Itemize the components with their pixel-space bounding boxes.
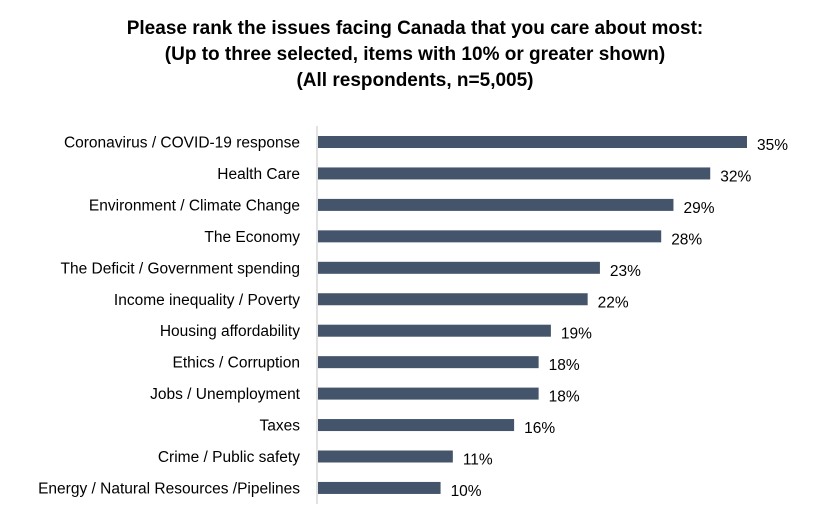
value-label-10: 11%	[463, 452, 493, 469]
category-label-5: Income inequality / Poverty	[114, 292, 300, 309]
value-label-9: 16%	[524, 420, 555, 437]
value-label-5: 22%	[598, 294, 629, 311]
category-labels-group: Coronavirus / COVID-19 response Health Ca…	[38, 135, 301, 498]
value-labels-group: 35% 32% 29% 28% 23% 22% 19% 18% 18% 16% 11% 10%	[451, 137, 789, 500]
value-label-8: 18%	[549, 389, 580, 406]
value-label-4: 23%	[610, 263, 641, 280]
category-label-6: Housing affordability	[160, 323, 300, 340]
chart-title: Please rank the issues facing Canada tha…	[0, 16, 830, 94]
value-label-11: 10%	[451, 483, 482, 500]
bar-9	[318, 419, 515, 432]
category-label-2: Environment / Climate Change	[89, 197, 300, 214]
category-label-10: Crime / Public safety	[158, 449, 300, 466]
category-label-3: The Economy	[204, 229, 300, 246]
bar-2	[318, 198, 674, 211]
category-label-7: Ethics / Corruption	[173, 355, 301, 372]
category-label-0: Coronavirus / COVID-19 response	[64, 135, 300, 152]
category-label-4: The Deficit / Government spending	[60, 260, 300, 277]
chart-title-line-1: Please rank the issues facing Canada tha…	[126, 18, 704, 39]
chart-title-line-2: (Up to three selected, items with 10% or…	[164, 44, 666, 65]
value-label-3: 28%	[671, 231, 702, 248]
value-label-2: 29%	[683, 200, 714, 217]
category-label-9: Taxes	[260, 418, 301, 435]
bar-8	[318, 387, 539, 400]
bar-7	[318, 356, 539, 369]
category-label-8: Jobs / Unemployment	[150, 386, 301, 403]
value-label-6: 19%	[561, 326, 592, 343]
bar-6	[318, 324, 551, 337]
bars-group	[318, 136, 747, 494]
bar-1	[318, 167, 711, 180]
bar-3	[318, 230, 662, 243]
value-label-1: 32%	[720, 168, 751, 185]
bar-4	[318, 261, 600, 274]
category-label-1: Health Care	[217, 166, 300, 183]
category-label-11: Energy / Natural Resources /Pipelines	[38, 480, 300, 497]
value-label-7: 18%	[549, 357, 580, 374]
bar-0	[318, 136, 747, 148]
value-label-0: 35%	[757, 137, 788, 154]
bar-5	[318, 293, 588, 306]
chart-title-line-3: (All respondents, n=5,005)	[296, 70, 534, 91]
bar-10	[318, 450, 453, 463]
bar-11	[318, 481, 441, 494]
